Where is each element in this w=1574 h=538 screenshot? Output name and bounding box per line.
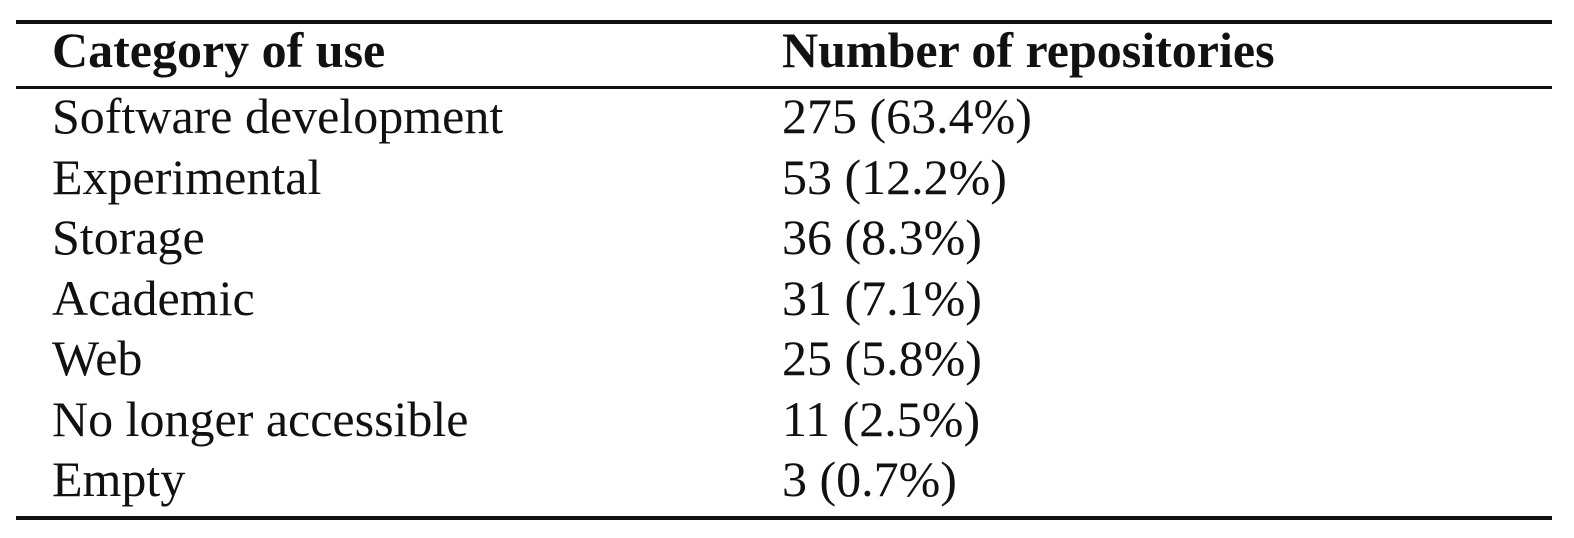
top-rule <box>16 20 1552 24</box>
category-cell: Empty <box>52 451 186 507</box>
category-cell: Academic <box>52 269 255 326</box>
count-cell: 36 (8.3%) <box>782 209 982 265</box>
category-cell: Experimental <box>52 148 322 205</box>
count-cell: 275 (63.4%) <box>782 88 1032 144</box>
count-cell: 11 (2.5%) <box>782 390 981 447</box>
mid-rule <box>16 86 1552 89</box>
count-cell: 31 (7.1%) <box>782 269 982 326</box>
count-cell: 25 (5.8%) <box>782 330 982 386</box>
bottom-rule <box>16 516 1552 520</box>
count-cell: 53 (12.2%) <box>782 148 1007 205</box>
category-cell: Software development <box>52 88 504 144</box>
category-cell: Storage <box>52 209 205 265</box>
category-cell: Web <box>52 330 143 386</box>
header-cell: Number of repositories <box>782 22 1275 78</box>
header-cell: Category of use <box>52 22 386 78</box>
count-cell: 3 (0.7%) <box>782 451 957 507</box>
category-cell: No longer accessible <box>52 390 469 447</box>
